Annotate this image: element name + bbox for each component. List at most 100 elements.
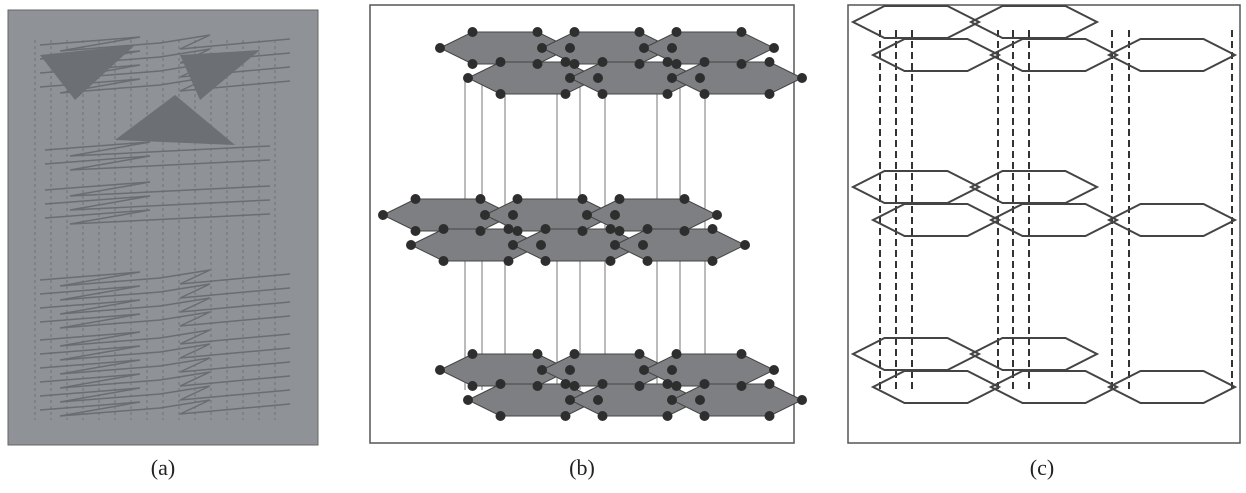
atom (582, 210, 592, 220)
atom (765, 379, 775, 389)
atom (663, 89, 673, 99)
atom (643, 256, 653, 266)
atom (598, 411, 608, 421)
atom (667, 43, 677, 53)
atom (463, 395, 473, 405)
atom (468, 381, 478, 391)
atom (769, 365, 779, 375)
atom (606, 256, 616, 266)
atom (635, 59, 645, 69)
atom (561, 57, 571, 67)
atom (508, 210, 518, 220)
atom (672, 381, 682, 391)
figure: (a) (b) (c) (0, 0, 1246, 493)
atom (439, 224, 449, 234)
atom (635, 349, 645, 359)
atom (635, 381, 645, 391)
atom (496, 57, 506, 67)
atom (680, 226, 690, 236)
atom (610, 210, 620, 220)
atom (565, 73, 575, 83)
atom (663, 411, 673, 421)
atom (615, 194, 625, 204)
atom (468, 27, 478, 37)
panel-label: (a) (151, 455, 175, 480)
atom (765, 411, 775, 421)
atom (570, 59, 580, 69)
atom (769, 43, 779, 53)
atom (708, 256, 718, 266)
atom (536, 240, 546, 250)
atom (513, 226, 523, 236)
atom (533, 59, 543, 69)
atom (765, 57, 775, 67)
atom (561, 411, 571, 421)
atom (537, 365, 547, 375)
atom (695, 73, 705, 83)
atom (700, 89, 710, 99)
atom (541, 256, 551, 266)
atom (663, 379, 673, 389)
atom (737, 349, 747, 359)
atom (593, 395, 603, 405)
atom (672, 27, 682, 37)
atom (504, 256, 514, 266)
atom (737, 381, 747, 391)
atom (476, 194, 486, 204)
atom (378, 210, 388, 220)
atom (513, 194, 523, 204)
atom (565, 395, 575, 405)
atom (700, 411, 710, 421)
atom (672, 349, 682, 359)
atom (468, 59, 478, 69)
atom (508, 240, 518, 250)
atom (737, 27, 747, 37)
atom (667, 395, 677, 405)
atom (565, 365, 575, 375)
atom (695, 395, 705, 405)
atom (680, 194, 690, 204)
atom (638, 240, 648, 250)
atom (598, 89, 608, 99)
atom (672, 59, 682, 69)
atom (570, 349, 580, 359)
atom (578, 226, 588, 236)
atom (533, 381, 543, 391)
atom (639, 365, 649, 375)
atom (411, 194, 421, 204)
atom (435, 365, 445, 375)
atom (496, 89, 506, 99)
atom (765, 89, 775, 99)
atom (667, 73, 677, 83)
atom (496, 379, 506, 389)
atom (533, 349, 543, 359)
atom (797, 73, 807, 83)
atom (561, 89, 571, 99)
atom (737, 59, 747, 69)
atom (593, 73, 603, 83)
atom (496, 411, 506, 421)
atom (480, 210, 490, 220)
atom (463, 73, 473, 83)
atom (740, 240, 750, 250)
atom (561, 379, 571, 389)
atom (606, 224, 616, 234)
atom (700, 379, 710, 389)
atom (565, 43, 575, 53)
atom (439, 256, 449, 266)
atom (468, 349, 478, 359)
atom (615, 226, 625, 236)
atom (663, 57, 673, 67)
atom (708, 224, 718, 234)
atom (541, 224, 551, 234)
atom (435, 43, 445, 53)
atom (700, 57, 710, 67)
atom (411, 226, 421, 236)
atom (712, 210, 722, 220)
atom (504, 224, 514, 234)
atom (797, 395, 807, 405)
atom (610, 240, 620, 250)
atom (598, 57, 608, 67)
atom (635, 27, 645, 37)
panel-label: (b) (569, 455, 595, 480)
